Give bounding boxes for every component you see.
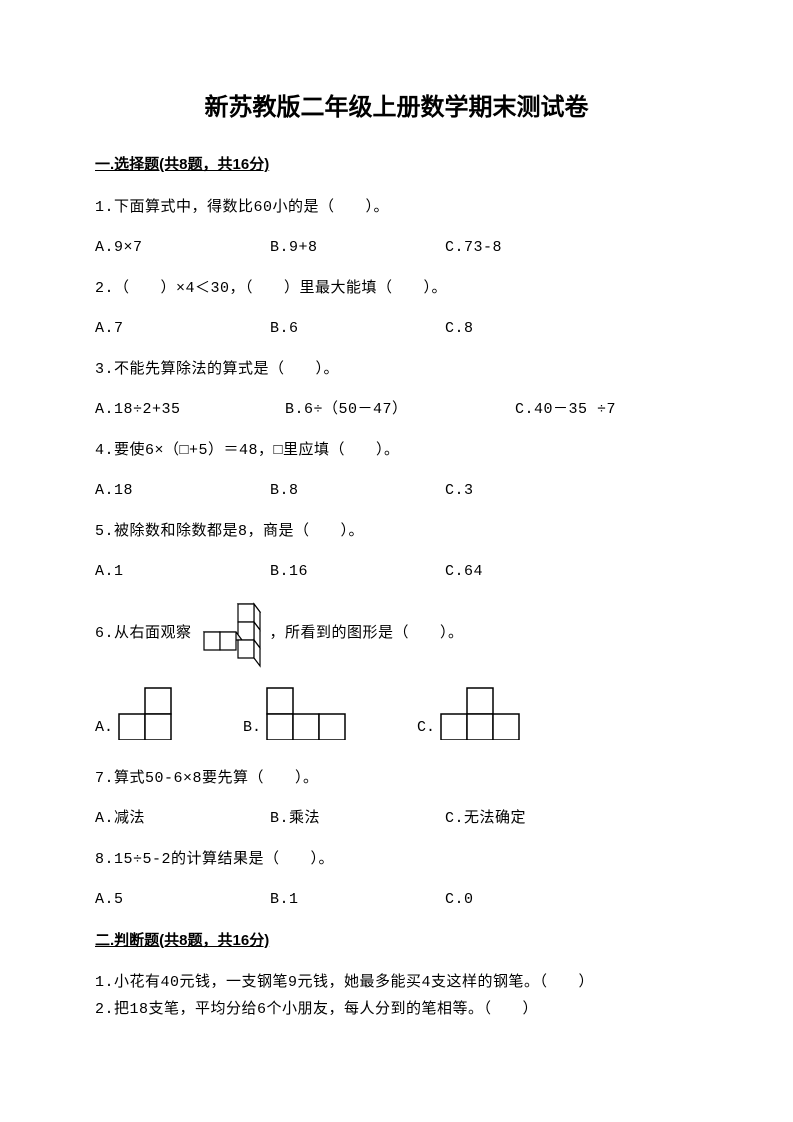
q1-opt-c: C.73-8 (445, 237, 620, 260)
q2-options: A.7 B.6 C.8 (95, 318, 698, 341)
q1-opt-b: B.9+8 (270, 237, 445, 260)
q1-opt-a: A.9×7 (95, 237, 270, 260)
q5-options: A.1 B.16 C.64 (95, 561, 698, 584)
q5-text: 5.被除数和除数都是8，商是（ ）。 (95, 521, 698, 544)
q3-opt-c: C.40－35 ÷7 (515, 399, 698, 422)
q4-opt-a: A.18 (95, 480, 270, 503)
q6-opt-b-label: B. (243, 717, 261, 740)
q3-options: A.18÷2+35 B.6÷（50－47） C.40－35 ÷7 (95, 399, 698, 422)
q8-text: 8.15÷5-2的计算结果是（ ）。 (95, 849, 698, 872)
q2-opt-b: B.6 (270, 318, 445, 341)
section2-header: 二.判断题(共8题，共16分) (95, 930, 698, 953)
q7-options: A.减法 B.乘法 C.无法确定 (95, 808, 698, 831)
shape-c-icon (439, 686, 521, 740)
q2-opt-c: C.8 (445, 318, 620, 341)
q6-opt-b: B. (243, 686, 347, 740)
q5-opt-c: C.64 (445, 561, 620, 584)
q8-opt-c: C.0 (445, 889, 620, 912)
section1-header: 一.选择题(共8题，共16分) (95, 154, 698, 177)
shape-a-icon (117, 686, 173, 740)
q4-text: 4.要使6×（□+5）＝48，□里应填（ ）。 (95, 440, 698, 463)
q4-opt-c: C.3 (445, 480, 620, 503)
q5-opt-a: A.1 (95, 561, 270, 584)
q7-opt-b: B.乘法 (270, 808, 445, 831)
q6-opt-c-label: C. (417, 717, 435, 740)
q6-options: A. B. C. (95, 686, 698, 740)
q6-post: ，所看到的图形是（ ）。 (270, 623, 464, 646)
q7-opt-a: A.减法 (95, 808, 270, 831)
q2-text: 2.（ ）×4＜30，（ ）里最大能填（ ）。 (95, 278, 698, 301)
q1-text: 1.下面算式中，得数比60小的是（ ）。 (95, 197, 698, 220)
q3-opt-a: A.18÷2+35 (95, 399, 285, 422)
q3-text: 3.不能先算除法的算式是（ ）。 (95, 359, 698, 382)
q7-text: 7.算式50-6×8要先算（ ）。 (95, 768, 698, 791)
page-title: 新苏教版二年级上册数学期末测试卷 (95, 90, 698, 126)
q8-opt-b: B.1 (270, 889, 445, 912)
s2-q1: 1.小花有40元钱，一支钢笔9元钱，她最多能买4支这样的钢笔。（ ） (95, 972, 698, 995)
q2-opt-a: A.7 (95, 318, 270, 341)
q6-opt-a-label: A. (95, 717, 113, 740)
q6-opt-c: C. (417, 686, 521, 740)
q4-options: A.18 B.8 C.3 (95, 480, 698, 503)
q1-options: A.9×7 B.9+8 C.73-8 (95, 237, 698, 260)
q5-opt-b: B.16 (270, 561, 445, 584)
q7-opt-c: C.无法确定 (445, 808, 620, 831)
shape-b-icon (265, 686, 347, 740)
q8-options: A.5 B.1 C.0 (95, 889, 698, 912)
q6-row: 6.从右面观察 (95, 602, 698, 668)
cube-3d-icon (196, 602, 266, 668)
q8-opt-a: A.5 (95, 889, 270, 912)
q3-opt-b: B.6÷（50－47） (285, 399, 515, 422)
q6-pre: 6.从右面观察 (95, 623, 192, 646)
s2-q2: 2.把18支笔，平均分给6个小朋友，每人分到的笔相等。（ ） (95, 999, 698, 1022)
q6-opt-a: A. (95, 686, 173, 740)
q4-opt-b: B.8 (270, 480, 445, 503)
